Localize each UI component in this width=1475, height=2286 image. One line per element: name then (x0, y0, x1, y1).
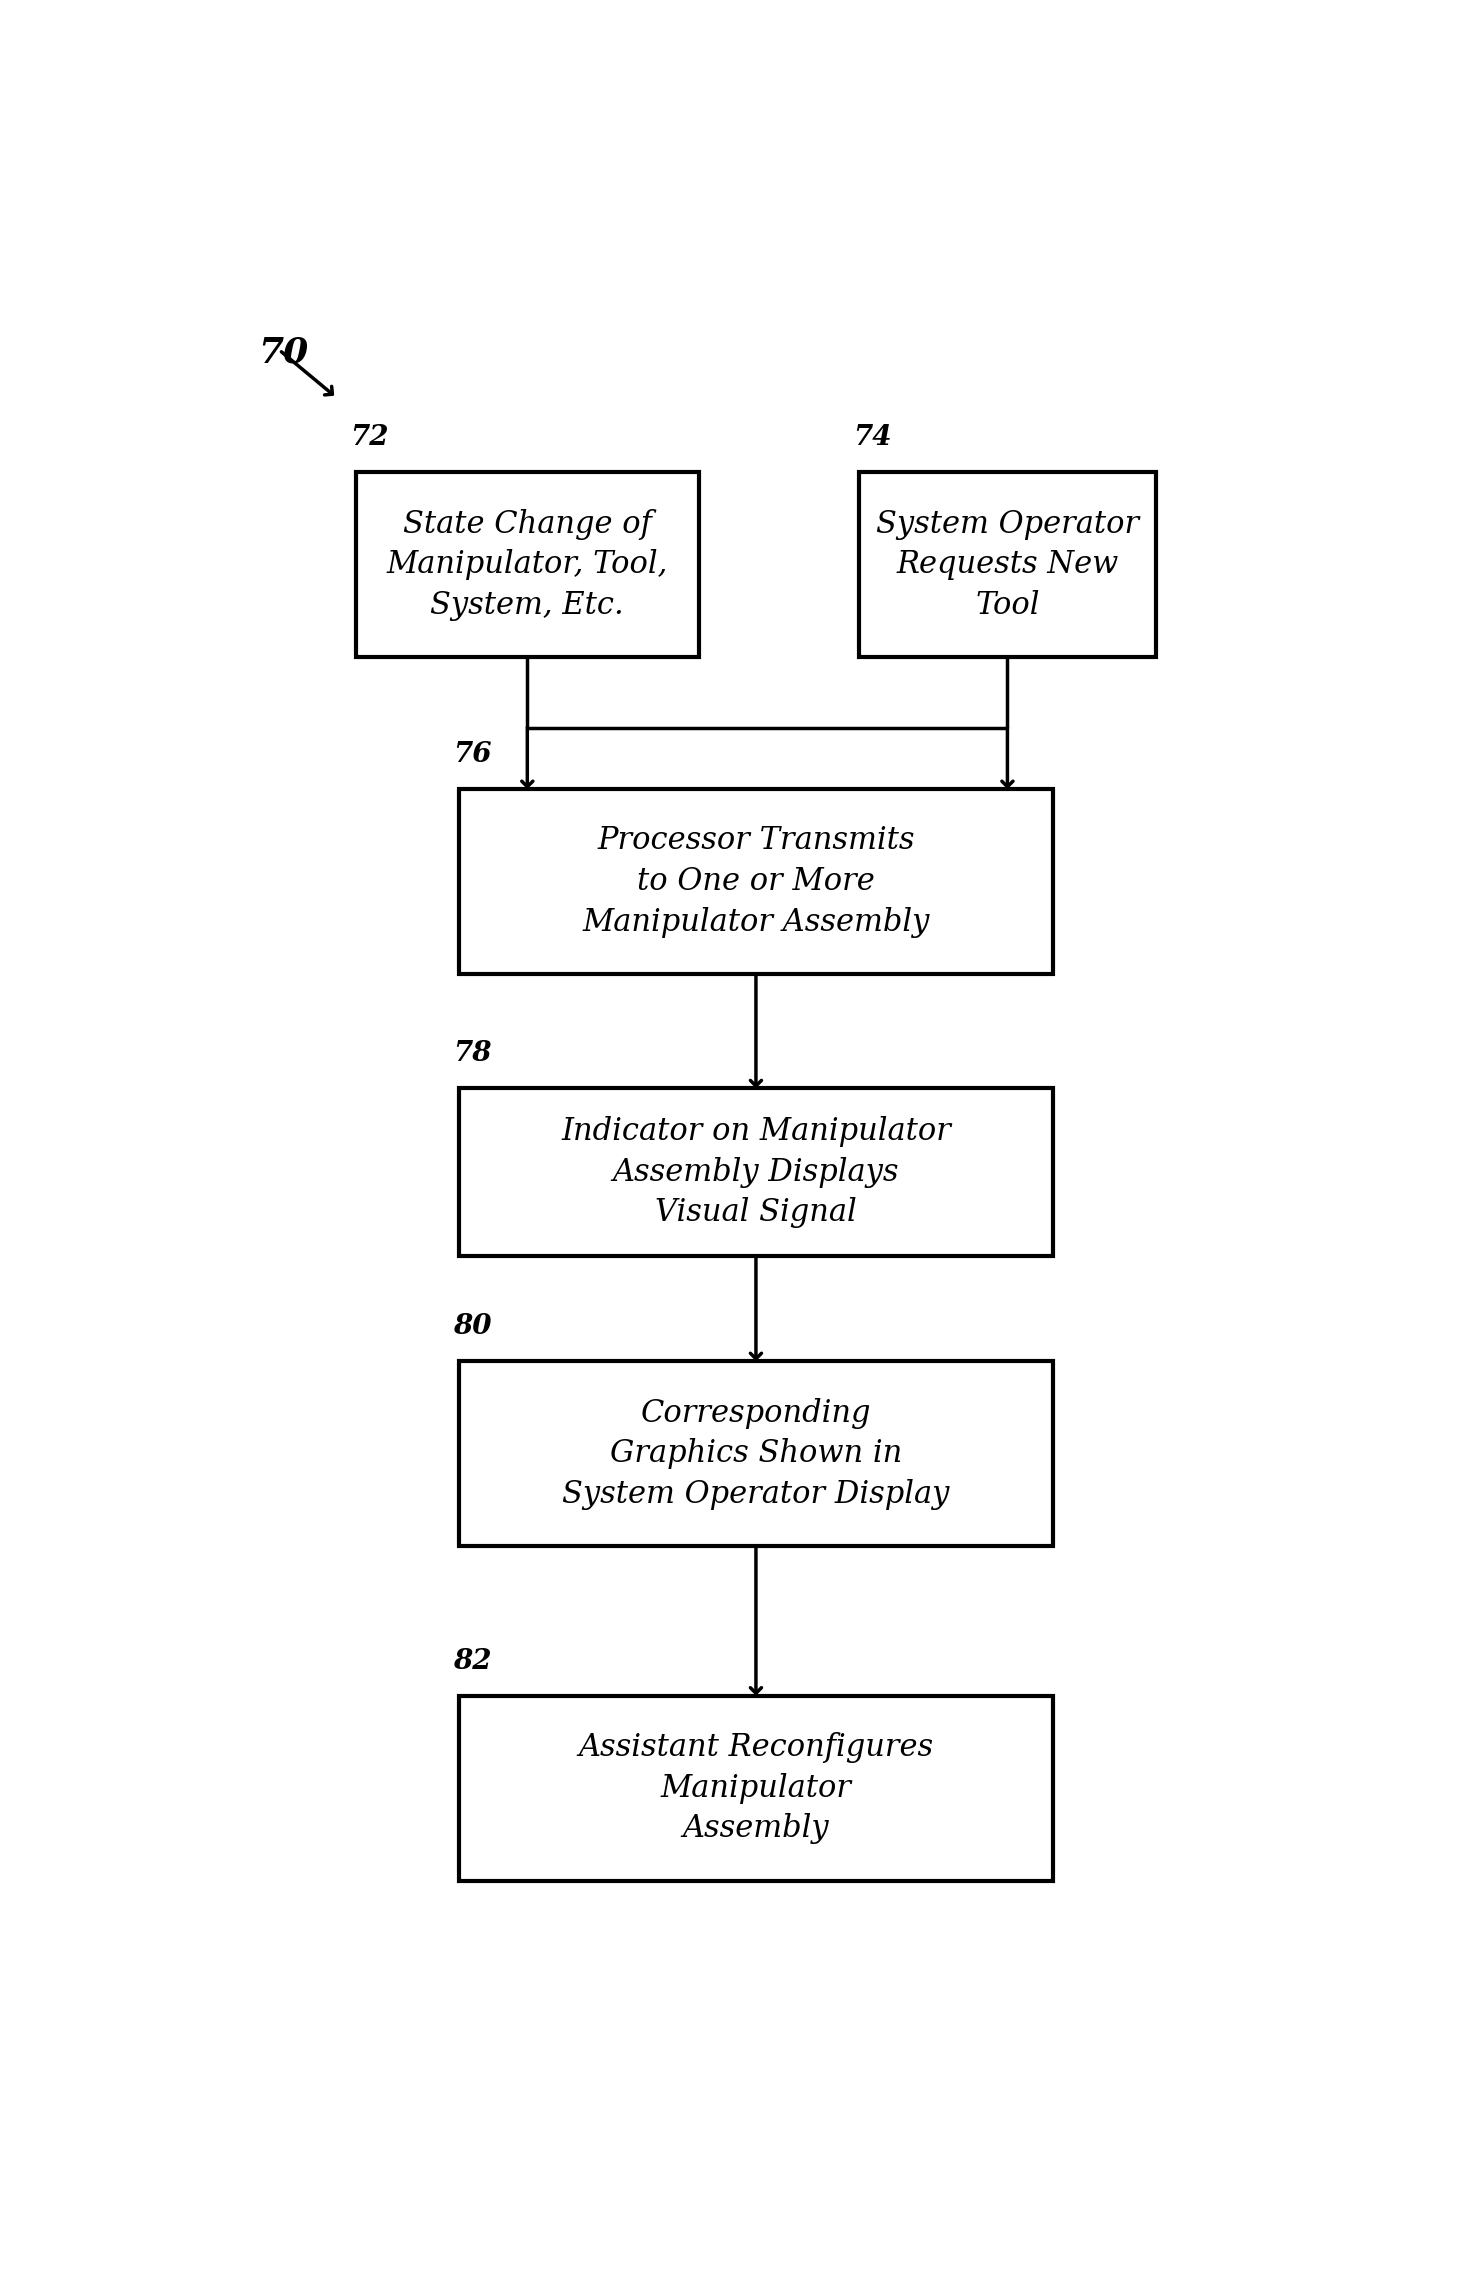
Text: Processor Transmits
to One or More
Manipulator Assembly: Processor Transmits to One or More Manip… (583, 825, 929, 937)
Text: 78: 78 (453, 1040, 491, 1068)
Text: Corresponding
Graphics Shown in
System Operator Display: Corresponding Graphics Shown in System O… (562, 1397, 950, 1509)
Bar (355, 473, 699, 656)
Bar (459, 789, 1053, 974)
Text: 80: 80 (453, 1312, 491, 1340)
Bar (459, 1088, 1053, 1255)
Text: 76: 76 (453, 741, 491, 768)
Text: System Operator
Requests New
Tool: System Operator Requests New Tool (876, 510, 1139, 622)
Text: 70: 70 (258, 336, 308, 370)
Bar (459, 1696, 1053, 1881)
Text: 74: 74 (853, 425, 891, 450)
Bar (858, 473, 1156, 656)
Bar (459, 1360, 1053, 1545)
Text: 72: 72 (350, 425, 388, 450)
Text: 82: 82 (453, 1648, 491, 1676)
Text: Assistant Reconfigures
Manipulator
Assembly: Assistant Reconfigures Manipulator Assem… (578, 1733, 934, 1845)
Text: State Change of
Manipulator, Tool,
System, Etc.: State Change of Manipulator, Tool, Syste… (386, 510, 668, 622)
Text: Indicator on Manipulator
Assembly Displays
Visual Signal: Indicator on Manipulator Assembly Displa… (560, 1116, 951, 1228)
